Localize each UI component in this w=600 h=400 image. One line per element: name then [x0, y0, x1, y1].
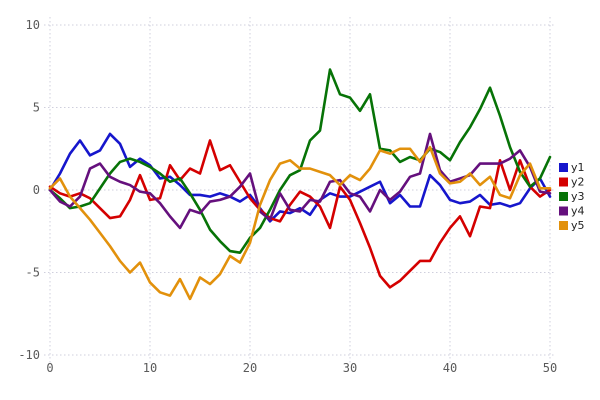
y-tick-label: 0	[33, 183, 40, 197]
legend-label-y5: y5	[571, 219, 585, 232]
x-tick-label: 10	[143, 361, 157, 375]
legend-label-y4: y4	[571, 205, 585, 218]
x-tick-label: 50	[543, 361, 557, 375]
legend-swatch-y1	[559, 163, 568, 172]
legend-swatch-y2	[559, 177, 568, 187]
series-line-y2	[48, 139, 552, 289]
legend-label-y3: y3	[571, 190, 585, 203]
y-tick-label: 10	[26, 18, 40, 32]
legend-swatch-y3	[559, 192, 568, 201]
legend-swatch-y5	[559, 221, 568, 230]
x-tick-label: 40	[443, 361, 457, 375]
series-line-y5	[48, 145, 552, 301]
legend-label-y1: y1	[571, 161, 585, 174]
series-line-y1	[48, 132, 552, 223]
legend-swatch-y4	[559, 206, 568, 216]
legend-label-y2: y2	[571, 176, 585, 189]
series-line-y3	[48, 68, 552, 254]
y-tick-label: 5	[33, 101, 40, 115]
y-tick-label: -5	[26, 266, 40, 280]
x-tick-label: 30	[343, 361, 357, 375]
y-tick-label: -10	[18, 348, 40, 362]
x-tick-label: 20	[243, 361, 257, 375]
x-tick-label: 0	[46, 361, 53, 375]
